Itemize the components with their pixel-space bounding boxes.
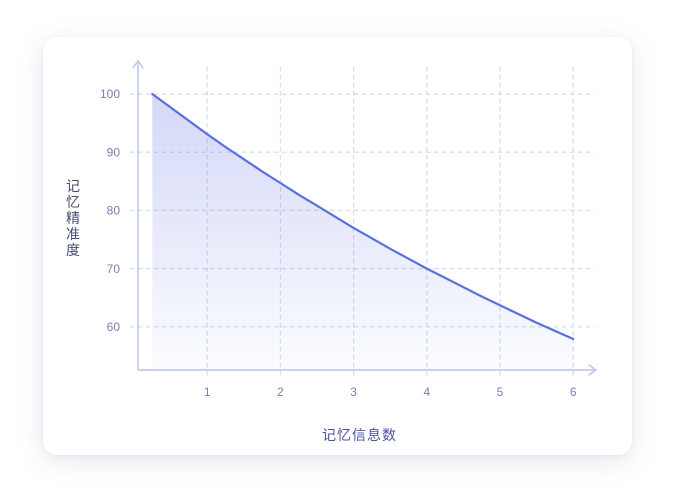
x-tick-label: 5: [497, 385, 504, 399]
y-axis-title-char: 忆: [66, 194, 80, 210]
y-tick-label: 80: [107, 204, 121, 218]
y-axis-title: 记忆精准度: [61, 178, 85, 258]
x-tick-label: 3: [350, 385, 357, 399]
memory-accuracy-area-chart: 100 90 80 70 60 1 2 3 4 5 6: [100, 59, 598, 399]
x-tick-label: 1: [204, 385, 211, 399]
x-tick-label: 6: [570, 385, 577, 399]
y-axis-title-char: 准: [66, 226, 80, 242]
x-tick-label: 4: [423, 385, 430, 399]
y-tick-label: 90: [107, 145, 121, 159]
y-axis-title-char: 精: [66, 210, 80, 226]
x-tick-label: 2: [277, 385, 284, 399]
memory-accuracy-curve: [151, 92, 575, 341]
chart-card: 100 90 80 70 60 1 2 3 4 5 6 记忆精准度 记忆信息数: [43, 37, 632, 455]
x-axis-arrow-icon: [588, 364, 598, 376]
y-tick-label: 100: [100, 87, 120, 101]
y-axis-title-char: 记: [66, 178, 80, 194]
y-tick-label: 70: [107, 262, 121, 276]
area-fill: [152, 94, 574, 370]
y-tick-label: 60: [107, 320, 121, 334]
y-axis-arrow-icon: [132, 59, 144, 69]
x-axis-title: 记忆信息数: [322, 427, 397, 443]
y-axis-title-char: 度: [66, 242, 80, 258]
